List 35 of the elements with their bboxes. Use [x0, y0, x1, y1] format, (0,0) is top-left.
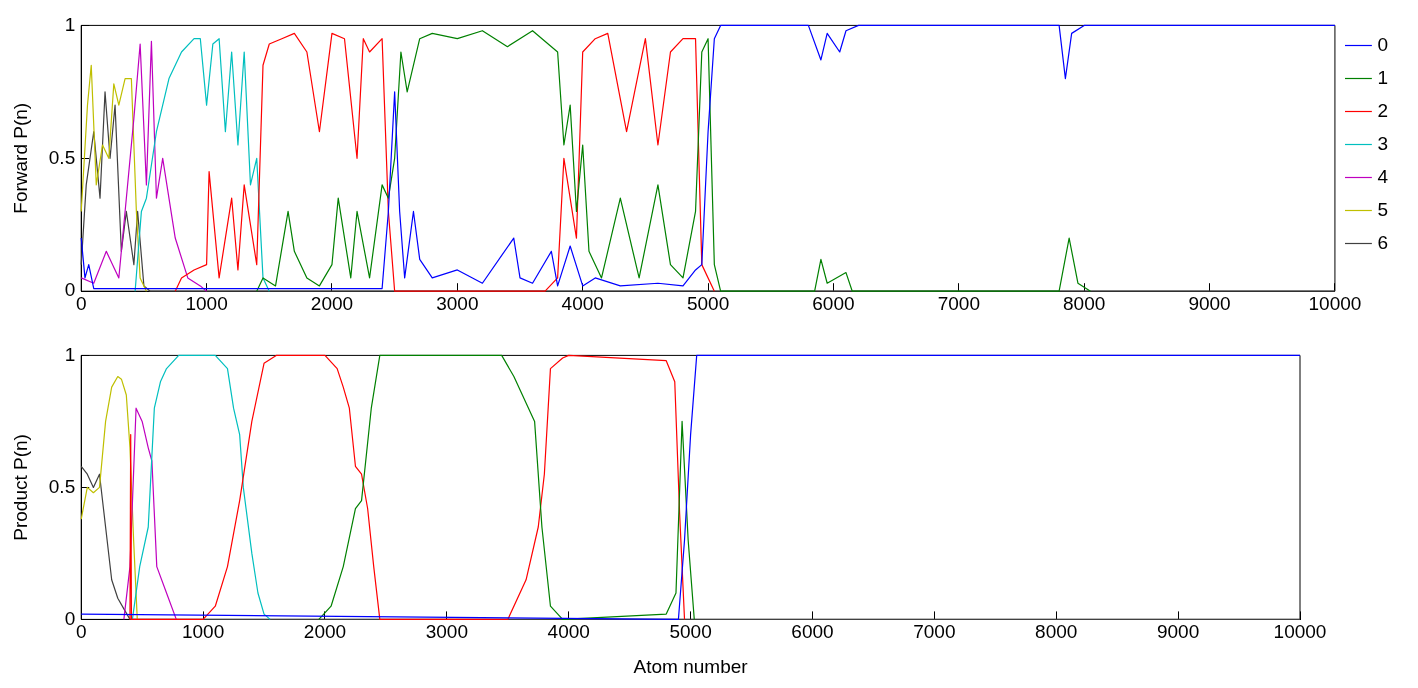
legend-label: 1 [1377, 66, 1389, 88]
x-tick-label: 9000 [1188, 292, 1231, 314]
x-tick-label: 7000 [937, 292, 980, 314]
x-tick-label: 10000 [1273, 621, 1327, 643]
y-tick-label: 0 [64, 607, 76, 629]
x-tick-label: 2000 [303, 621, 347, 643]
x-tick-label: 3000 [436, 292, 479, 314]
x-tick-label: 4000 [547, 621, 590, 643]
x-tick-label: 1000 [181, 621, 225, 643]
x-tick-label: 5000 [686, 292, 730, 314]
x-tick-label: 4000 [561, 292, 604, 314]
x-tick-label: 10000 [1308, 292, 1362, 314]
x-tick-label: 5000 [669, 621, 712, 643]
legend-label: 5 [1377, 198, 1389, 220]
x-tick-label: 3000 [425, 621, 468, 643]
legend-label: 4 [1377, 165, 1389, 187]
y-tick-label: 0.5 [48, 146, 76, 168]
x-tick-label: 2000 [310, 292, 354, 314]
y-axis-title: Product P(n) [9, 434, 31, 541]
x-tick-label: 6000 [791, 621, 834, 643]
x-tick-label: 1000 [185, 292, 228, 314]
y-tick-label: 1 [64, 343, 76, 365]
y-tick-label: 0.5 [48, 475, 76, 497]
legend-label: 2 [1377, 99, 1389, 121]
x-tick-label: 6000 [812, 292, 855, 314]
x-tick-label: 8000 [1063, 292, 1106, 314]
y-axis-title: Forward P(n) [9, 102, 31, 214]
x-tick-label: 7000 [913, 621, 956, 643]
legend-label: 0 [1377, 33, 1389, 55]
x-axis-title: Atom number [633, 655, 749, 677]
legend-label: 6 [1377, 231, 1389, 253]
y-tick-label: 1 [64, 13, 76, 35]
x-tick-label: 9000 [1156, 621, 1200, 643]
legend-label: 3 [1377, 132, 1389, 154]
x-tick-label: 8000 [1035, 621, 1078, 643]
